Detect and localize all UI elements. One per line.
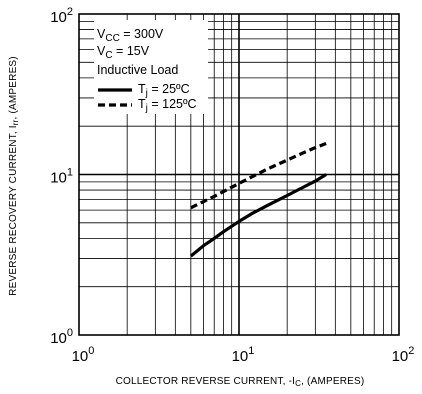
tick-labels: 100 101 102 100 101 102	[50, 6, 414, 365]
legend-label-25c: Tj = 25ºC	[138, 82, 190, 99]
series-line-tj-25c	[189, 173, 327, 258]
legend: VCC = 300V VC = 15V Inductive Load Tj = …	[94, 20, 208, 114]
y-axis-title: REVERSE RECOVERY CURRENT, Irr, (AMPERES)	[8, 56, 20, 296]
x-tick-label: 101	[232, 345, 255, 365]
condition-load: Inductive Load	[97, 63, 178, 77]
x-tick-label: 102	[392, 345, 415, 365]
series-line-tj-125c	[190, 142, 327, 210]
grid-lines	[79, 14, 399, 335]
x-axis-title: COLLECTOR REVERSE CURRENT, -IC, (AMPERES…	[116, 376, 365, 388]
legend-label-125c: Tj = 125ºC	[138, 97, 197, 114]
y-tick-label: 100	[50, 327, 73, 347]
legend-background	[94, 20, 208, 114]
plot-frame	[78, 13, 400, 336]
condition-vcc: VCC = 300V	[97, 27, 164, 44]
x-tick-label: 100	[72, 345, 95, 365]
series-lines	[189, 142, 327, 258]
y-tick-label: 101	[50, 167, 73, 187]
condition-vc: VC = 15V	[97, 44, 150, 61]
y-tick-label: 102	[50, 6, 73, 26]
